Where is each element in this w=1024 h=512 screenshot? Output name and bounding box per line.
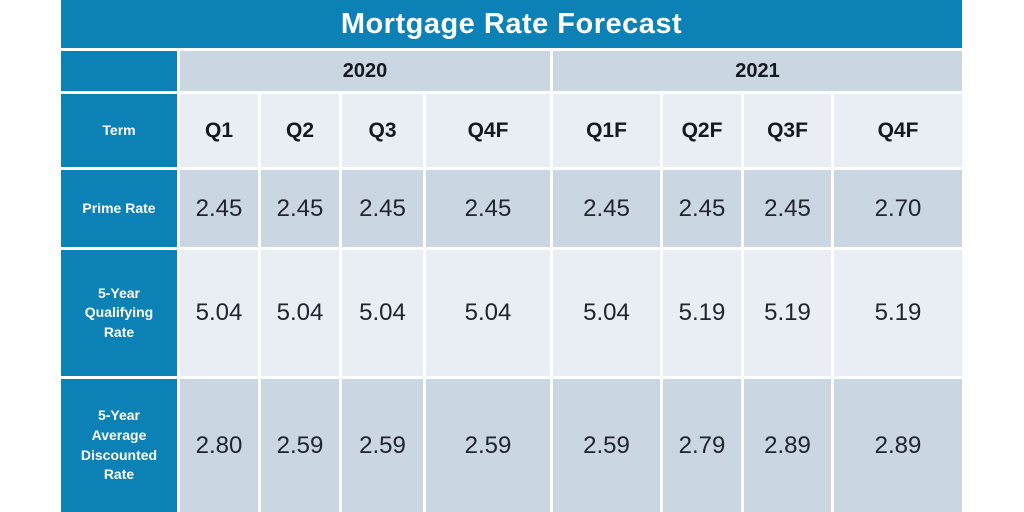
cell-prime-2020-q4f: 2.45 xyxy=(426,170,550,247)
cell-qualifying-2020-q2: 5.04 xyxy=(261,250,339,376)
cell-qualifying-2020-q3: 5.04 xyxy=(342,250,423,376)
year-header-2021: 2021 xyxy=(553,51,962,91)
title-bar: Mortgage Rate Forecast xyxy=(61,0,962,48)
row-label-discounted-rate: 5-Year Average Discounted Rate xyxy=(61,379,177,512)
column-header-q4f-2020: Q4F xyxy=(426,94,550,167)
cell-discounted-2020-q2: 2.59 xyxy=(261,379,339,512)
term-column-header: Term xyxy=(61,94,177,167)
cell-qualifying-2020-q1: 5.04 xyxy=(180,250,258,376)
year-header-row: 2020 2021 xyxy=(61,51,962,91)
cell-prime-2020-q3: 2.45 xyxy=(342,170,423,247)
table-row-prime-rate: Prime Rate 2.45 2.45 2.45 2.45 2.45 2.45… xyxy=(61,170,962,247)
year-header-2020: 2020 xyxy=(180,51,550,91)
page-title: Mortgage Rate Forecast xyxy=(340,7,683,40)
quarter-header-row: Term Q1 Q2 Q3 Q4F Q1F Q2F Q3F Q4F xyxy=(61,94,962,167)
column-header-q2f: Q2F xyxy=(663,94,741,167)
cell-prime-2021-q2f: 2.45 xyxy=(663,170,741,247)
cell-qualifying-2021-q2f: 5.19 xyxy=(663,250,741,376)
cell-discounted-2021-q4f: 2.89 xyxy=(834,379,962,512)
cell-prime-2021-q1f: 2.45 xyxy=(553,170,660,247)
cell-discounted-2021-q1f: 2.59 xyxy=(553,379,660,512)
cell-discounted-2020-q4f: 2.59 xyxy=(426,379,550,512)
cell-prime-2020-q2: 2.45 xyxy=(261,170,339,247)
row-label-prime-rate: Prime Rate xyxy=(61,170,177,247)
column-header-q1f: Q1F xyxy=(553,94,660,167)
column-header-q3f: Q3F xyxy=(744,94,831,167)
column-header-q3: Q3 xyxy=(342,94,423,167)
cell-discounted-2021-q2f: 2.79 xyxy=(663,379,741,512)
cell-qualifying-2021-q3f: 5.19 xyxy=(744,250,831,376)
column-header-q2: Q2 xyxy=(261,94,339,167)
table-row-qualifying-rate: 5-Year Qualifying Rate 5.04 5.04 5.04 5.… xyxy=(61,250,962,376)
table-sheet: Mortgage Rate Forecast 2020 2021 Term Q1… xyxy=(61,0,962,512)
cell-prime-2020-q1: 2.45 xyxy=(180,170,258,247)
cell-prime-2021-q3f: 2.45 xyxy=(744,170,831,247)
corner-spacer-cell xyxy=(61,51,177,91)
cell-discounted-2020-q1: 2.80 xyxy=(180,379,258,512)
forecast-table: 2020 2021 Term Q1 Q2 Q3 Q4F Q1F Q2F Q3F … xyxy=(58,48,965,512)
cell-qualifying-2020-q4f: 5.04 xyxy=(426,250,550,376)
cell-discounted-2020-q3: 2.59 xyxy=(342,379,423,512)
cell-prime-2021-q4f: 2.70 xyxy=(834,170,962,247)
row-label-qualifying-rate: 5-Year Qualifying Rate xyxy=(61,250,177,376)
column-header-q1: Q1 xyxy=(180,94,258,167)
column-header-q4f-2021: Q4F xyxy=(834,94,962,167)
cell-discounted-2021-q3f: 2.89 xyxy=(744,379,831,512)
cell-qualifying-2021-q1f: 5.04 xyxy=(553,250,660,376)
cell-qualifying-2021-q4f: 5.19 xyxy=(834,250,962,376)
table-row-discounted-rate: 5-Year Average Discounted Rate 2.80 2.59… xyxy=(61,379,962,512)
